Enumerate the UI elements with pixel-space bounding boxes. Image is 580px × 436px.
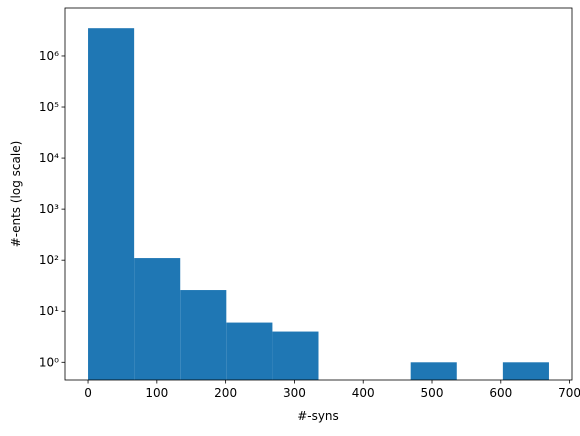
plot-frame: [64, 7, 573, 381]
bar: [272, 331, 319, 380]
y-axis-label: #-ents (log scale): [9, 141, 23, 248]
y-tick-label: 10⁰: [39, 355, 59, 369]
bar: [134, 258, 181, 380]
y-tick-label: 10¹: [39, 304, 59, 318]
y-tick-label: 10³: [39, 202, 59, 216]
y-tick-label: 10⁵: [39, 100, 59, 114]
x-tick-label: 500: [421, 386, 444, 400]
bar: [226, 322, 273, 380]
x-tick-label: 700: [558, 386, 580, 400]
y-tick-label: 10⁴: [39, 151, 59, 165]
bar: [180, 290, 227, 380]
x-tick-label: 400: [352, 386, 375, 400]
y-tick-label: 10⁶: [39, 49, 59, 63]
x-tick-label: 100: [145, 386, 168, 400]
bar: [502, 362, 549, 380]
bar: [88, 28, 135, 380]
x-tick-label: 0: [84, 386, 92, 400]
x-axis-label: #-syns: [297, 409, 339, 423]
bar: [410, 362, 457, 380]
y-tick-label: 10²: [39, 253, 59, 267]
x-tick-label: 600: [489, 386, 512, 400]
x-tick-label: 200: [214, 386, 237, 400]
x-tick-label: 300: [283, 386, 306, 400]
